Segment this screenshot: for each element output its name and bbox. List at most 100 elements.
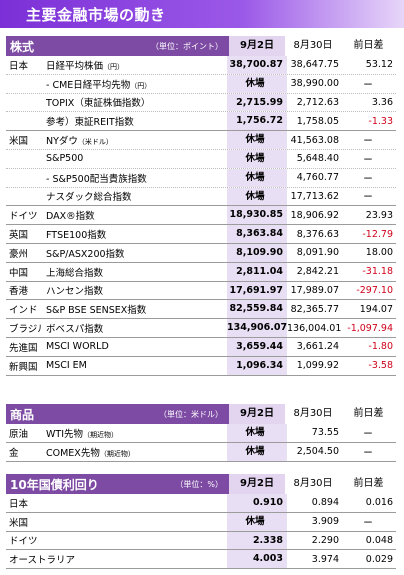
table-row: - CME日経平均先物（円） 休場 38,990.00 ー xyxy=(6,74,396,94)
row-value-change: 23.93 xyxy=(365,209,393,221)
row-value-change: ー xyxy=(363,517,373,529)
row-value-change: -1.80 xyxy=(368,341,393,353)
row-region: ブラジル xyxy=(9,324,42,336)
row-name: MSCI EM xyxy=(42,360,227,371)
row-name: MSCI WORLD xyxy=(42,341,227,352)
row-name: DAX®指数 xyxy=(42,208,227,222)
row-value-current: 82,559.84 xyxy=(227,300,287,319)
row-value-change: 18.00 xyxy=(365,247,393,259)
row-value-current: 18,930.85 xyxy=(227,206,287,225)
row-region: インド xyxy=(9,305,38,317)
row-value-previous: 3,661.24 xyxy=(296,341,339,353)
table-row: オーストラリア 4.003 3.974 0.029 xyxy=(6,550,396,570)
commodities-section: 商品 （単位：米ドル） 9月2日 8月30日 前日差 原油 WTI先物（期近物）休… xyxy=(6,404,396,462)
commodities-header-unit: （単位：米ドル） xyxy=(159,409,223,419)
row-value-previous: 18,906.92 xyxy=(290,209,339,221)
row-region: 新興国 xyxy=(9,361,38,373)
table-row: 日本 0.910 0.894 0.016 xyxy=(6,494,396,513)
row-value-previous: 5,648.40 xyxy=(296,153,339,165)
row-name: - S&P500配当貴族指数 xyxy=(42,171,227,185)
row-value-change: ー xyxy=(363,173,373,185)
row-value-previous: 17,989.07 xyxy=(290,284,339,296)
row-name: 日経平均株価（円） xyxy=(42,58,227,72)
row-region: ドイツ xyxy=(9,536,38,548)
row-value-current: 1,756.72 xyxy=(227,112,287,131)
row-value-change: ー xyxy=(363,428,373,440)
table-row: - S&P500配当貴族指数 休場 4,760.77 ー xyxy=(6,168,396,188)
row-region: 日本 xyxy=(9,60,29,72)
row-name-note: （期近物） xyxy=(99,449,135,458)
row-value-current: 2,715.99 xyxy=(227,93,287,112)
commodities-header-col2: 8月30日 xyxy=(285,404,341,424)
row-value-previous: 8,091.90 xyxy=(296,247,339,259)
row-value-change: ー xyxy=(363,154,373,166)
table-row: 香港 ハンセン指数 17,691.97 17,989.07 -297.10 xyxy=(6,281,396,301)
row-name-text: ボベスパ指数 xyxy=(46,324,104,336)
row-value-current: 2.338 xyxy=(227,531,287,550)
row-region: 米国 xyxy=(9,136,29,148)
row-name-text: DAX®指数 xyxy=(46,211,95,223)
row-name: COMEX先物（期近物） xyxy=(42,445,227,459)
row-value-change: -3.58 xyxy=(368,360,393,372)
row-value-change: -297.10 xyxy=(356,284,393,296)
row-name-text: S&P BSE SENSEX指数 xyxy=(46,305,147,317)
row-region: 豪州 xyxy=(9,248,29,260)
row-region: 原油 xyxy=(9,428,29,440)
bonds-header-col3: 前日差 xyxy=(341,474,396,494)
row-region: 中国 xyxy=(9,267,29,279)
table-row: ドイツ DAX®指数 18,930.85 18,906.92 23.93 xyxy=(6,206,396,226)
row-value-current: 38,700.87 xyxy=(227,56,287,74)
bonds-header-col1: 9月2日 xyxy=(229,474,285,494)
row-name-note: （期近物） xyxy=(83,430,118,439)
row-value-change: ー xyxy=(363,136,373,148)
stocks-section: 株式 （単位：ポイント） 9月2日 8月30日 前日差 日本 日経平均株価（円） 3… xyxy=(6,36,396,376)
row-value-current: 2,811.04 xyxy=(227,262,287,281)
commodities-header-name: 商品 xyxy=(10,407,35,422)
row-value-previous: 38,647.75 xyxy=(290,59,339,71)
row-value-previous: 2,504.50 xyxy=(296,446,339,458)
table-row: 新興国 MSCI EM 1,096.34 1,099.92 -3.58 xyxy=(6,356,396,376)
commodities-header-col1: 9月2日 xyxy=(229,404,285,424)
row-value-previous: 0.894 xyxy=(311,497,339,509)
table-row: ドイツ 2.338 2.290 0.048 xyxy=(6,531,396,551)
row-name-text: S&P500 xyxy=(46,153,84,165)
row-name: ハンセン指数 xyxy=(42,283,227,297)
row-value-change: 3.36 xyxy=(371,96,393,108)
row-name-text: ナスダック総合指数 xyxy=(46,192,132,204)
row-value-change: 0.048 xyxy=(365,534,393,546)
row-region: ドイツ xyxy=(9,211,38,223)
row-value-change: -12.79 xyxy=(362,228,393,240)
row-value-previous: 2.290 xyxy=(311,534,339,546)
table-row: 英国 FTSE100指数 8,363.84 8,376.63 -12.79 xyxy=(6,225,396,244)
row-region: 英国 xyxy=(9,230,29,242)
table-row: 豪州 S&P/ASX200指数 8,109.90 8,091.90 18.00 xyxy=(6,243,396,263)
row-value-previous: 3.909 xyxy=(311,516,339,528)
row-value-current: 休場 xyxy=(227,424,287,442)
row-region: 米国 xyxy=(9,517,29,529)
row-value-current: 休場 xyxy=(227,512,287,531)
row-value-current: 休場 xyxy=(227,187,287,206)
row-name-text: S&P/ASX200指数 xyxy=(46,248,125,260)
stocks-header: 株式 （単位：ポイント） 9月2日 8月30日 前日差 xyxy=(6,36,396,56)
row-name-text: MSCI EM xyxy=(46,360,87,372)
row-value-current: 休場 xyxy=(227,442,287,461)
row-value-change: 53.12 xyxy=(365,59,393,71)
row-name: ナスダック総合指数 xyxy=(42,189,227,203)
table-row: 先進国 MSCI WORLD 3,659.44 3,661.24 -1.80 xyxy=(6,337,396,357)
row-name-text: FTSE100指数 xyxy=(46,230,107,242)
stocks-header-unit: （単位：ポイント） xyxy=(151,41,223,51)
row-name: S&P/ASX200指数 xyxy=(42,246,227,260)
stocks-header-col3: 前日差 xyxy=(341,36,396,56)
row-value-current: 休場 xyxy=(227,74,287,93)
row-value-current: 17,691.97 xyxy=(227,281,287,300)
table-row: 米国 NYダウ（米ドル） 休場 41,563.08 ー xyxy=(6,131,396,150)
table-row: S&P500 休場 5,648.40 ー xyxy=(6,149,396,169)
row-value-previous: 73.55 xyxy=(311,427,339,439)
row-value-current: 休場 xyxy=(227,168,287,187)
row-value-previous: 136,004.01 xyxy=(287,322,342,334)
table-row: TOPIX（東証株価指数） 2,715.99 2,712.63 3.36 xyxy=(6,93,396,113)
table-row: 参考）東証REIT指数 1,756.72 1,758.05 -1.33 xyxy=(6,112,396,132)
row-name: FTSE100指数 xyxy=(42,227,227,241)
row-name-text: - S&P500配当貴族指数 xyxy=(46,173,147,185)
